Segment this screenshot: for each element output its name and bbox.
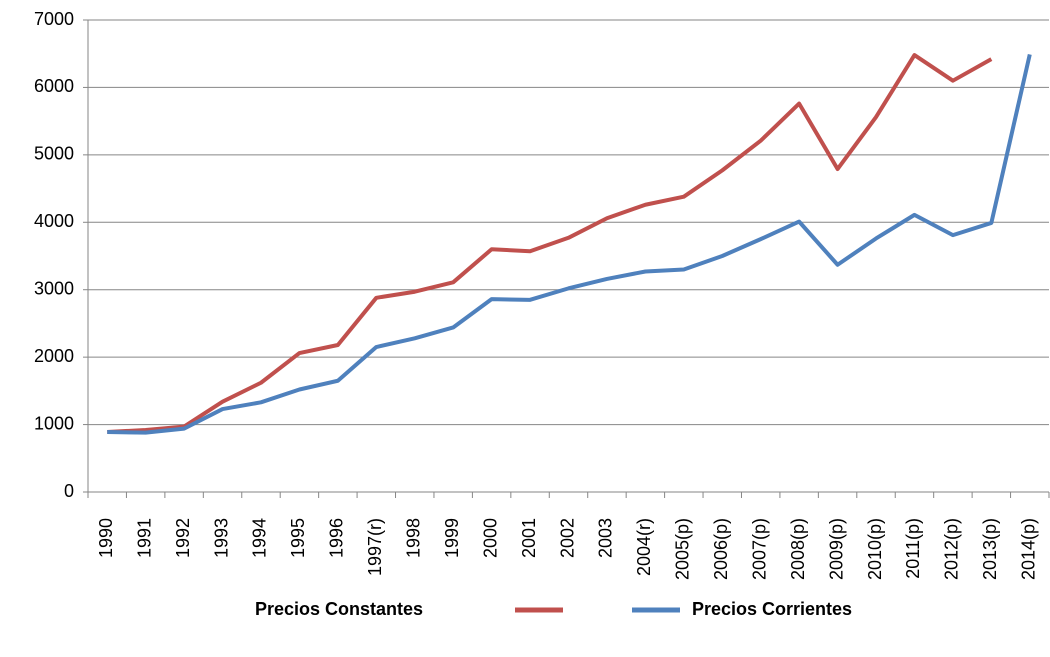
x-tick-label: 2011(p) [903,518,923,579]
y-tick-label: 5000 [34,144,74,164]
y-tick-label: 4000 [34,211,74,231]
x-tick-label: 2012(p) [942,518,962,580]
x-tick-label: 1994 [250,518,270,558]
x-tick-label: 2008(p) [788,518,808,580]
x-tick-label: 1998 [403,518,423,558]
series-line [107,53,993,434]
x-tick-label: 2009(p) [826,518,846,580]
x-tick-label: 2000 [480,518,500,558]
series-line [107,53,1032,435]
y-tick-label: 1000 [34,413,74,433]
x-tick-label: 1991 [134,518,154,558]
x-tick-label: 2004(r) [634,518,654,576]
x-tick-label: 2002 [557,518,577,558]
y-tick-label: 0 [64,481,74,501]
x-tick-label: 2006(p) [711,518,731,580]
x-tick-label: 2014(p) [1019,518,1039,580]
y-tick-label: 7000 [34,9,74,29]
y-tick-label: 3000 [34,278,74,298]
x-tick-label: 1999 [442,518,462,558]
x-tick-label: 1990 [96,518,116,558]
x-tick-label: 2001 [519,518,539,558]
legend-label: Precios Corrientes [692,599,852,619]
x-tick-label: 2005(p) [673,518,693,580]
y-tick-label: 6000 [34,76,74,96]
y-tick-label: 2000 [34,346,74,366]
legend-label: Precios Constantes [255,599,423,619]
x-tick-label: 1995 [288,518,308,558]
x-tick-label: 2007(p) [749,518,769,580]
x-tick-label: 2013(p) [980,518,1000,580]
x-tick-label: 1993 [211,518,231,558]
x-tick-label: 2003 [596,518,616,558]
x-tick-label: 1996 [327,518,347,558]
x-tick-label: 1997(r) [365,518,385,576]
x-tick-label: 2010(p) [865,518,885,580]
x-tick-label: 1992 [173,518,193,558]
